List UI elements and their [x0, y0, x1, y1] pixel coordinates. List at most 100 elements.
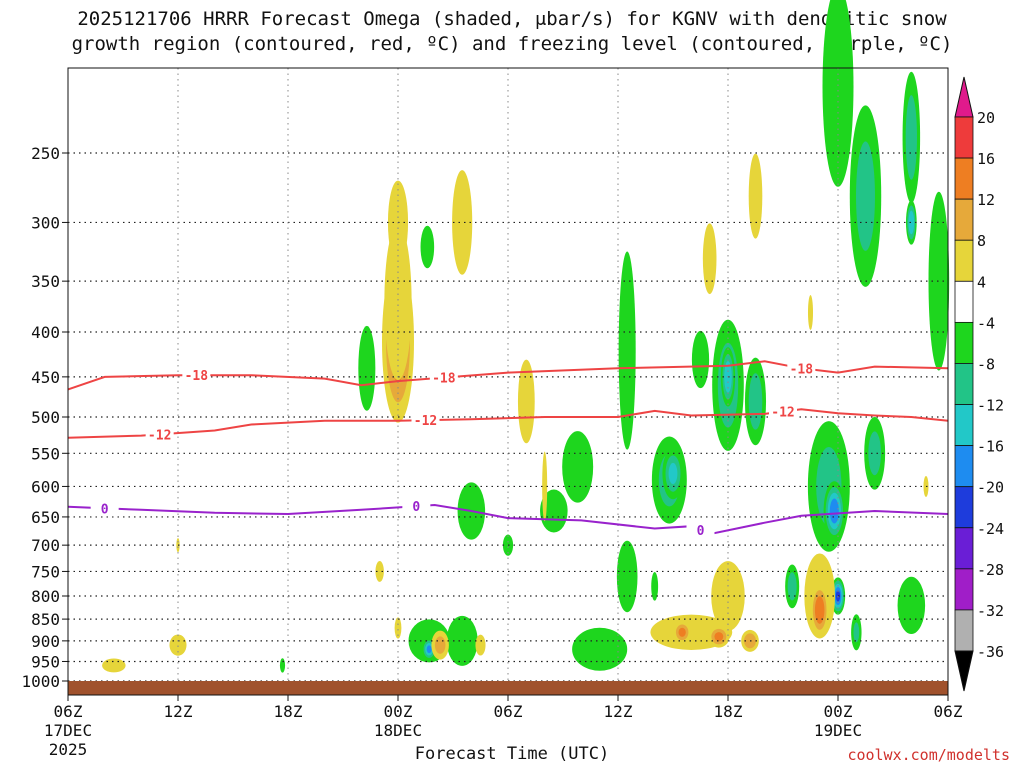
contour-label-bg-1-1 — [411, 412, 440, 429]
x-tick-date-3: 18DEC — [374, 721, 422, 740]
chart-title-line1: 2025121706 HRRR Forecast Omega (shaded, … — [77, 8, 947, 30]
x-tick-label-3: 00Z — [384, 702, 413, 721]
colorbar-label-2: 12 — [977, 191, 995, 209]
contour-label-2-2: 0 — [697, 524, 705, 539]
y-tick-label-250: 250 — [31, 144, 60, 163]
colorbar-label-3: 8 — [977, 232, 986, 250]
omega-cell-6-level-0 — [517, 359, 535, 444]
colorbar-swatch-12 — [954, 609, 974, 652]
y-tick-label-850: 850 — [31, 610, 60, 629]
omega-cell-48-level-0 — [394, 617, 402, 639]
x-tick-label-2: 18Z — [274, 702, 303, 721]
contour-label-1-2: -12 — [771, 406, 794, 421]
omega-cell-24-level-1 — [868, 431, 881, 476]
colorbar-swatch-4 — [954, 280, 974, 323]
colorbar-label-4: 4 — [977, 273, 986, 291]
omega-cell-45-level-0 — [102, 658, 126, 673]
omega-cell-52-level-0 — [651, 572, 659, 601]
omega-cell-36-level-2 — [678, 627, 686, 637]
contour-label-bg-0-0 — [182, 367, 211, 384]
omega-cell-27-level-2 — [908, 210, 915, 235]
omega-cell-34-level-0 — [616, 540, 638, 613]
temperature-contours: -18 -18 -18 -12 -12 -12 0 0 0 — [67, 360, 949, 539]
y-tick-label-700: 700 — [31, 536, 60, 555]
omega-cell-49-level-1 — [434, 636, 446, 654]
omega-cell-3-level-0 — [358, 325, 376, 411]
y-tick-label-450: 450 — [31, 368, 60, 387]
y-tick-label-600: 600 — [31, 477, 60, 496]
colorbar-swatch-8 — [954, 445, 974, 488]
omega-cell-25-level-1 — [856, 141, 875, 251]
colorbar-swatch-5 — [954, 321, 974, 364]
colorbar-swatch-0 — [954, 116, 974, 159]
y-tick-label-300: 300 — [31, 213, 60, 232]
omega-cell-4-level-0 — [420, 225, 435, 269]
colorbar-label-8: -16 — [977, 438, 1004, 456]
y-tick-label-550: 550 — [31, 444, 60, 463]
y-tick-label-800: 800 — [31, 587, 60, 606]
omega-cell-43-level-1 — [853, 622, 860, 643]
omega-cell-22-level-3 — [829, 498, 839, 524]
contour-label-0-0: -18 — [185, 369, 209, 384]
x-tick-label-6: 18Z — [714, 702, 743, 721]
colorbar-label-6: -8 — [977, 355, 995, 373]
contour-label-2-0: 0 — [101, 502, 109, 517]
omega-cell-42-level-2 — [814, 596, 825, 624]
omega-cell-50-level-0 — [475, 634, 486, 656]
colorbar-bottom-arrow — [954, 650, 974, 692]
omega-cell-31-level-3 — [426, 645, 432, 654]
omega-cell-53-level-0 — [807, 295, 814, 330]
colorbar-swatch-11 — [954, 568, 974, 611]
omega-cell-47-level-0 — [375, 560, 384, 582]
colorbar-label-1: 16 — [977, 150, 995, 168]
omega-cell-9-level-0 — [562, 431, 594, 503]
y-tick-label-400: 400 — [31, 323, 60, 342]
colorbar-label-7: -12 — [977, 397, 1004, 415]
contour-label-bg-0-1 — [429, 369, 458, 386]
omega-cell-26-level-1 — [905, 95, 917, 180]
contour-label-0-1: -18 — [432, 372, 456, 387]
contour-label-bg-2-1 — [402, 498, 431, 515]
omega-shading — [102, 0, 950, 673]
omega-cell-33-level-0 — [572, 627, 628, 671]
omega-cell-19-level-0 — [748, 153, 763, 239]
contour-2 — [67, 503, 949, 536]
contour-label-0-2: -18 — [790, 362, 814, 377]
x-tick-label-8: 06Z — [934, 702, 963, 721]
omega-cell-29-level-0 — [897, 576, 926, 635]
x-tick-label-4: 06Z — [494, 702, 523, 721]
contour-label-bg-1-0 — [145, 426, 174, 443]
colorbar-top-arrow — [954, 76, 974, 118]
credit-link[interactable]: coolwx.com/modelts — [847, 746, 1010, 764]
contour-label-1-1: -12 — [414, 414, 437, 429]
chart-title-line2: growth region (contoured, red, ºC) and f… — [71, 33, 953, 55]
omega-cell-51-level-0 — [542, 451, 548, 522]
x-tick-date-0: 17DEC — [44, 721, 92, 740]
contour-label-2-1: 0 — [412, 500, 420, 515]
omega-cell-40-level-1 — [787, 572, 797, 601]
x-tick-date-7: 19DEC — [814, 721, 862, 740]
colorbar-swatch-9 — [954, 486, 974, 529]
y-tick-label-750: 750 — [31, 562, 60, 581]
y-tick-label-950: 950 — [31, 652, 60, 671]
omega-cell-18-level-1 — [748, 373, 763, 430]
ground-bar — [68, 681, 948, 695]
x-tick-label-5: 12Z — [604, 702, 633, 721]
contour-0 — [67, 360, 949, 391]
colorbar-swatch-10 — [954, 527, 974, 570]
omega-cell-32-level-0 — [446, 615, 478, 666]
omega-cell-20-level-0 — [822, 0, 854, 187]
contour-1 — [67, 408, 949, 439]
x-tick-label-1: 12Z — [164, 702, 193, 721]
colorbar-swatch-7 — [954, 404, 974, 447]
y-tick-label-350: 350 — [31, 272, 60, 291]
contour-label-bg-0-2 — [787, 360, 816, 377]
omega-cell-44-level-0 — [169, 634, 187, 656]
omega-cell-54-level-0 — [279, 658, 286, 673]
y-tick-label-900: 900 — [31, 632, 60, 651]
x-tick-label-7: 00Z — [824, 702, 853, 721]
colorbar-label-13: -36 — [977, 643, 1004, 661]
colorbar-label-12: -32 — [977, 602, 1004, 620]
